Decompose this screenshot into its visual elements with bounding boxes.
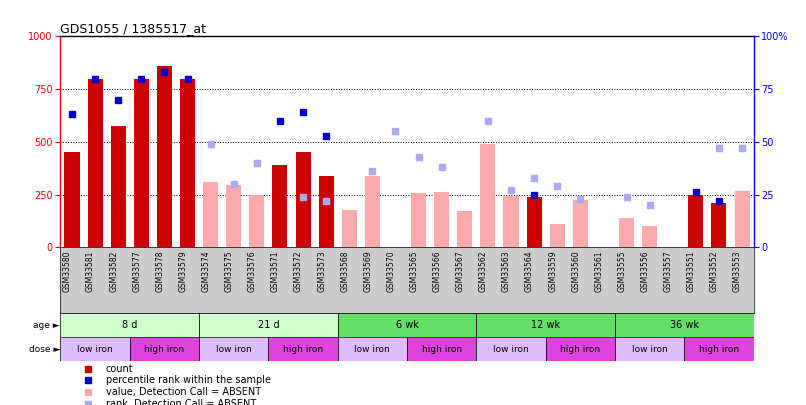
Bar bbox=[619, 218, 634, 247]
Bar bbox=[64, 152, 80, 247]
Text: value, Detection Call = ABSENT: value, Detection Call = ABSENT bbox=[106, 387, 260, 397]
Text: high iron: high iron bbox=[699, 345, 739, 354]
Bar bbox=[60, 337, 130, 361]
Text: GSM33563: GSM33563 bbox=[502, 251, 511, 292]
Text: GSM33573: GSM33573 bbox=[318, 251, 326, 292]
Text: GSM33555: GSM33555 bbox=[617, 251, 626, 292]
Bar bbox=[338, 337, 407, 361]
Text: GSM33556: GSM33556 bbox=[641, 251, 650, 292]
Bar bbox=[546, 337, 615, 361]
Bar bbox=[504, 196, 518, 247]
Bar bbox=[249, 194, 264, 247]
Bar bbox=[615, 313, 754, 337]
Text: age ►: age ► bbox=[33, 321, 60, 330]
Text: low iron: low iron bbox=[216, 345, 251, 354]
Text: percentile rank within the sample: percentile rank within the sample bbox=[106, 375, 271, 386]
Bar bbox=[480, 144, 496, 247]
Text: high iron: high iron bbox=[144, 345, 185, 354]
Bar bbox=[318, 176, 334, 247]
Text: GSM33577: GSM33577 bbox=[132, 251, 141, 292]
Bar bbox=[157, 66, 172, 247]
Text: GSM33582: GSM33582 bbox=[110, 251, 118, 292]
Bar bbox=[342, 210, 357, 247]
Bar bbox=[734, 192, 750, 247]
Text: high iron: high iron bbox=[283, 345, 323, 354]
Bar bbox=[712, 203, 726, 247]
Text: GSM33569: GSM33569 bbox=[364, 251, 372, 292]
Text: GSM33581: GSM33581 bbox=[86, 251, 95, 292]
Text: dose ►: dose ► bbox=[29, 345, 60, 354]
Text: low iron: low iron bbox=[493, 345, 529, 354]
Text: GSM33574: GSM33574 bbox=[202, 251, 210, 292]
Text: GSM33559: GSM33559 bbox=[548, 251, 557, 292]
Bar bbox=[476, 337, 546, 361]
Bar bbox=[199, 337, 268, 361]
Text: GSM33570: GSM33570 bbox=[387, 251, 396, 292]
Text: GSM33562: GSM33562 bbox=[479, 251, 488, 292]
Text: GSM33553: GSM33553 bbox=[733, 251, 742, 292]
Text: GSM33557: GSM33557 bbox=[664, 251, 673, 292]
Text: GSM33568: GSM33568 bbox=[340, 251, 349, 292]
Bar bbox=[226, 185, 241, 247]
Text: GSM33579: GSM33579 bbox=[179, 251, 188, 292]
Bar bbox=[573, 200, 588, 247]
Bar bbox=[203, 182, 218, 247]
Text: high iron: high iron bbox=[560, 345, 600, 354]
Text: GDS1055 / 1385517_at: GDS1055 / 1385517_at bbox=[60, 22, 206, 35]
Bar bbox=[199, 313, 338, 337]
Bar bbox=[110, 126, 126, 247]
Bar bbox=[457, 211, 472, 247]
Bar bbox=[365, 176, 380, 247]
Text: GSM33560: GSM33560 bbox=[571, 251, 580, 292]
Text: 36 wk: 36 wk bbox=[670, 320, 699, 330]
Bar bbox=[407, 337, 476, 361]
Bar bbox=[642, 226, 657, 247]
Text: GSM33564: GSM33564 bbox=[526, 251, 534, 292]
Bar bbox=[476, 313, 615, 337]
Bar bbox=[688, 194, 704, 247]
Text: GSM33552: GSM33552 bbox=[710, 251, 719, 292]
Bar bbox=[550, 224, 565, 247]
Text: 6 wk: 6 wk bbox=[396, 320, 418, 330]
Bar bbox=[180, 79, 195, 247]
Bar bbox=[684, 337, 754, 361]
Text: 8 d: 8 d bbox=[122, 320, 138, 330]
Text: GSM33580: GSM33580 bbox=[63, 251, 72, 292]
Bar bbox=[88, 79, 102, 247]
Text: GSM33576: GSM33576 bbox=[248, 251, 257, 292]
Bar bbox=[411, 194, 426, 247]
Text: GSM33575: GSM33575 bbox=[225, 251, 234, 292]
Bar bbox=[526, 197, 542, 247]
Bar bbox=[130, 337, 199, 361]
Text: high iron: high iron bbox=[422, 345, 462, 354]
Bar bbox=[60, 313, 199, 337]
Bar bbox=[272, 165, 288, 247]
Text: GSM33578: GSM33578 bbox=[156, 251, 164, 292]
Bar bbox=[134, 79, 149, 247]
Bar bbox=[296, 152, 310, 247]
Text: 21 d: 21 d bbox=[258, 320, 279, 330]
Text: GSM33567: GSM33567 bbox=[456, 251, 465, 292]
Bar bbox=[268, 337, 338, 361]
Text: 12 wk: 12 wk bbox=[531, 320, 560, 330]
Text: GSM33561: GSM33561 bbox=[595, 251, 604, 292]
Text: rank, Detection Call = ABSENT: rank, Detection Call = ABSENT bbox=[106, 399, 256, 405]
Text: low iron: low iron bbox=[632, 345, 667, 354]
Text: GSM33566: GSM33566 bbox=[433, 251, 442, 292]
Text: GSM33551: GSM33551 bbox=[687, 251, 696, 292]
Bar bbox=[338, 313, 476, 337]
Text: low iron: low iron bbox=[355, 345, 390, 354]
Text: low iron: low iron bbox=[77, 345, 113, 354]
Text: GSM33571: GSM33571 bbox=[271, 251, 280, 292]
Text: GSM33565: GSM33565 bbox=[409, 251, 418, 292]
Bar bbox=[615, 337, 684, 361]
Bar bbox=[434, 192, 449, 247]
Text: count: count bbox=[106, 364, 133, 373]
Text: GSM33572: GSM33572 bbox=[294, 251, 303, 292]
